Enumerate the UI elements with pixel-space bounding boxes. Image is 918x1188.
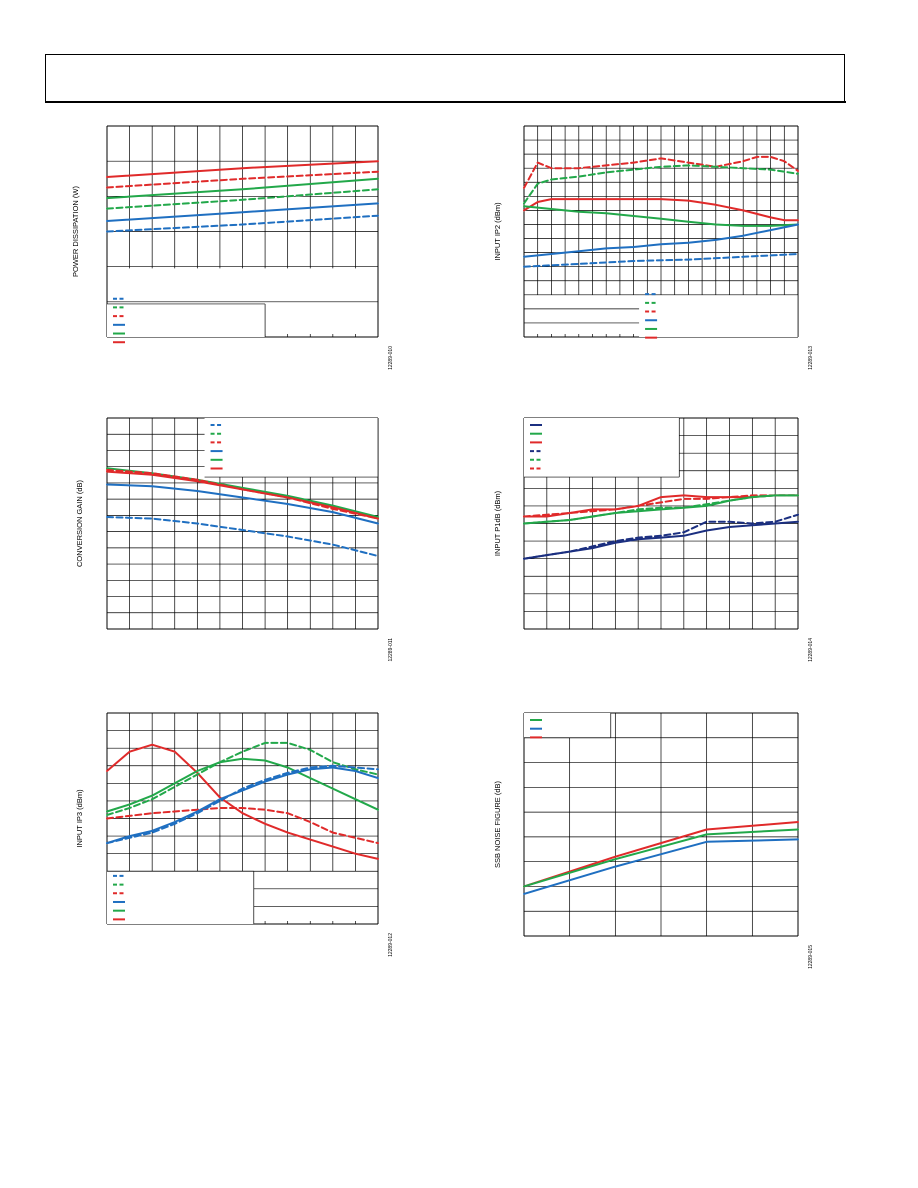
ip3-legend-box: [107, 871, 254, 924]
power-series-5: [106, 214, 379, 233]
nf-series-2: [523, 838, 799, 895]
ip2-ylabel: INPUT IP2 (dBm): [493, 202, 502, 261]
ip3-series-3: [106, 757, 379, 813]
gain-legend-box: [204, 418, 378, 478]
p1db-legend-box: [524, 418, 680, 478]
power-series-3: [106, 188, 379, 210]
ip2-legend: [639, 293, 799, 339]
nf-legend-box: [524, 713, 611, 738]
p1db-ylabel: INPUT P1dB (dBm): [493, 490, 502, 556]
gain-figure-number: 12289-011: [388, 638, 394, 662]
ip2-series-4: [523, 223, 799, 258]
power-legend: [107, 297, 266, 344]
p1db-series-5: [523, 520, 799, 560]
nf-series-1: [523, 828, 799, 888]
power-ylabel: POWER DISSIPATION (W): [71, 186, 80, 277]
p1db-figure-number: 12289-014: [808, 638, 814, 662]
ip2-series-5: [523, 253, 799, 268]
gain-legend: [204, 418, 379, 478]
conversion-gain-chart: CONVERSION GAIN (dB) 12289-011: [75, 417, 394, 662]
page-header-box: [45, 54, 845, 102]
ssb-noise-figure-chart: SSB NOISE FIGURE (dB) 12289-015: [493, 712, 814, 969]
p1db-series-0: [523, 494, 799, 518]
header-rule: [45, 101, 846, 103]
ip3-series-4: [106, 764, 379, 845]
ip2-figure-number: 12289-013: [808, 346, 814, 370]
power-figure-number: 12289-010: [388, 346, 394, 370]
p1db-series-3: [523, 494, 799, 525]
nf-series-0: [523, 821, 799, 888]
ip3-legend: [107, 870, 255, 924]
ip3-series-0: [106, 743, 379, 860]
power-series-1: [106, 170, 379, 189]
p1db-series-4: [523, 513, 799, 560]
ip2-series-2: [523, 198, 799, 222]
ip3-figure-number: 12289-012: [388, 933, 394, 957]
p1db-legend: [524, 418, 680, 478]
nf-grid: [523, 712, 799, 937]
gain-series-0: [106, 467, 379, 518]
power-series-4: [106, 202, 379, 222]
ip2-series-3: [523, 205, 799, 227]
ip2-series-0: [523, 155, 799, 189]
ip3-series-5: [106, 766, 379, 845]
input-ip2-chart: INPUT IP2 (dBm) 12289-013: [493, 125, 814, 370]
gain-series-2: [106, 470, 379, 520]
power-dissipation-chart: POWER DISSIPATION (W) 12289-010: [71, 125, 394, 370]
nf-figure-number: 12289-015: [808, 945, 814, 969]
power-legend-box: [107, 303, 266, 337]
ip3-series-1: [106, 807, 379, 845]
nf-ylabel: SSB NOISE FIGURE (dB): [493, 780, 502, 868]
ip2-series-1: [523, 164, 799, 205]
ip2-legend-box: [639, 294, 798, 337]
ip3-series-2: [106, 741, 379, 816]
input-ip3-chart: INPUT IP3 (dBm) 12289-012: [75, 712, 394, 957]
gain-ylabel: CONVERSION GAIN (dB): [75, 479, 84, 567]
gain-series-4: [106, 516, 379, 557]
gain-series-3: [106, 483, 379, 525]
ip3-ylabel: INPUT IP3 (dBm): [75, 789, 84, 848]
nf-legend: [524, 713, 612, 739]
input-p1db-chart: INPUT P1dB (dBm) 12289-014: [493, 417, 814, 662]
power-series-0: [106, 160, 379, 178]
power-series-2: [106, 177, 379, 200]
